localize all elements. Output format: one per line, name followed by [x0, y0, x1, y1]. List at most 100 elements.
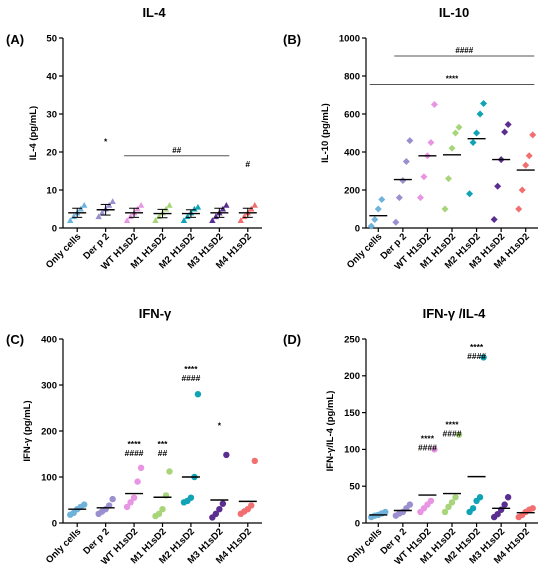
- data-point: [452, 129, 459, 137]
- group-m3-h1sd2: [490, 494, 512, 521]
- data-point: [406, 501, 414, 508]
- chart-title: IFN-γ /IL-4: [423, 306, 487, 321]
- group-m3-h1sd2: [490, 120, 512, 223]
- y-tick-label: 1000: [339, 33, 360, 44]
- data-point: [445, 175, 452, 183]
- y-tick-label: 800: [344, 71, 360, 82]
- y-tick-label: 50: [46, 33, 57, 44]
- data-point: [98, 209, 106, 216]
- data-point: [378, 196, 386, 203]
- data-point: [248, 502, 255, 509]
- data-point: [162, 205, 170, 212]
- data-point: [209, 217, 216, 223]
- group-wt-h1sd2: [416, 101, 438, 202]
- y-tick-label: 200: [344, 185, 360, 196]
- data-point: [427, 497, 435, 505]
- significance-annotation: ####: [181, 373, 200, 383]
- data-point: [216, 506, 223, 513]
- group-der-p-2: [392, 501, 414, 519]
- data-point: [494, 182, 502, 190]
- chart-title: IL-10: [439, 5, 469, 20]
- x-tick-label: Only cells: [345, 231, 385, 271]
- y-tick-label: 150: [344, 408, 360, 419]
- group-m3-h1sd2: [209, 451, 230, 521]
- data-point: [445, 503, 452, 511]
- data-point: [431, 446, 438, 453]
- data-point: [382, 508, 389, 516]
- group-m1-h1sd2: [441, 123, 463, 213]
- data-point: [105, 502, 113, 509]
- data-point: [480, 354, 487, 361]
- data-point: [395, 194, 403, 202]
- y-tick-label: 200: [41, 426, 57, 437]
- group-m4-h1sd2: [237, 457, 258, 517]
- group-m1-h1sd2: [152, 202, 173, 223]
- data-point: [237, 217, 244, 223]
- data-point: [406, 137, 414, 145]
- data-point: [67, 217, 74, 223]
- significance-label: ##: [172, 146, 181, 155]
- data-point: [504, 120, 512, 128]
- data-point: [490, 215, 498, 223]
- y-tick-label: 50: [349, 482, 360, 493]
- significance-annotation: ****: [127, 439, 141, 449]
- group-m4-h1sd2: [515, 505, 536, 521]
- data-point: [448, 499, 456, 506]
- significance-annotation: ***: [158, 439, 169, 449]
- y-tick-label: 400: [41, 334, 57, 345]
- group-only-cells: [367, 196, 388, 230]
- significance-label: ****: [446, 75, 459, 84]
- y-tick-label: 300: [41, 380, 57, 391]
- data-point: [427, 139, 435, 146]
- data-point: [441, 508, 449, 516]
- y-axis-label: IFN-γ (pg/mL): [22, 400, 33, 461]
- data-point: [187, 494, 195, 501]
- data-point: [476, 494, 484, 501]
- data-point: [501, 501, 508, 508]
- significance-annotation: #: [245, 159, 250, 169]
- y-tick-label: 100: [41, 472, 57, 483]
- x-tick-label: Only cells: [345, 526, 385, 566]
- data-point: [529, 131, 537, 139]
- group-wt-h1sd2: [123, 202, 145, 223]
- data-point: [166, 468, 173, 475]
- data-point: [219, 500, 227, 507]
- panel-label: (D): [283, 332, 301, 347]
- data-point: [137, 202, 145, 208]
- data-point: [441, 205, 449, 213]
- data-point: [420, 173, 428, 181]
- chart-title: IFN-γ: [139, 306, 172, 321]
- data-point: [402, 158, 410, 165]
- data-point: [367, 222, 375, 230]
- panel-A: (A) IL-4 0 10 20 30 40 50 IL-4 (pg/mL) Only cells…: [6, 5, 262, 272]
- data-point: [194, 203, 202, 210]
- data-point: [180, 217, 188, 223]
- significance-annotation: ####: [125, 448, 144, 458]
- group-wt-h1sd2: [417, 446, 438, 516]
- group-wt-h1sd2: [123, 464, 145, 511]
- group-only-cells: [67, 202, 88, 223]
- y-tick-label: 0: [52, 223, 57, 234]
- group-m2-h1sd2: [180, 391, 202, 506]
- x-tick-label: Only cells: [44, 526, 84, 566]
- y-tick-label: 400: [344, 147, 360, 158]
- y-axis-label: IL-4 (pg/mL): [28, 106, 39, 160]
- data-point: [466, 190, 474, 198]
- significance-annotation: ****: [445, 419, 459, 429]
- significance-annotation: ####: [418, 442, 437, 452]
- y-tick-label: 200: [344, 371, 360, 382]
- panel-label: (C): [6, 332, 24, 347]
- significance-annotation: ****: [421, 433, 435, 443]
- y-axis-label: IL-10 (pg/mL): [320, 103, 331, 163]
- data-point: [374, 205, 382, 213]
- data-point: [416, 194, 424, 202]
- group-only-cells: [67, 501, 88, 518]
- chart-title: IL-4: [142, 5, 166, 20]
- data-point: [166, 202, 173, 208]
- data-point: [194, 391, 202, 398]
- significance-annotation: ****: [470, 342, 484, 352]
- data-point: [127, 499, 134, 506]
- data-point: [430, 101, 438, 108]
- group-m4-h1sd2: [237, 202, 258, 223]
